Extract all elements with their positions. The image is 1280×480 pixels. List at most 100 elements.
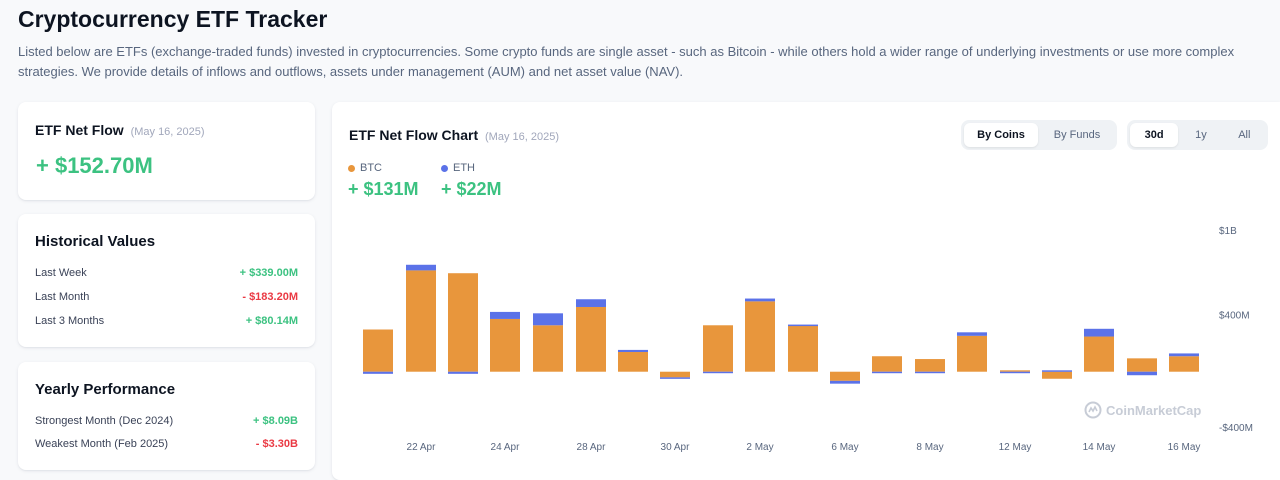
bar-eth[interactable] xyxy=(490,311,520,319)
x-tick-label: 12 May xyxy=(999,442,1032,453)
bar-btc[interactable] xyxy=(1084,336,1114,372)
bar-btc[interactable] xyxy=(406,270,436,372)
view-toggle: By Coins By Funds xyxy=(961,120,1117,150)
bar-eth[interactable] xyxy=(872,371,902,374)
bar-btc[interactable] xyxy=(703,325,733,372)
yearly-row: Weakest Month (Feb 2025) - $3.30B xyxy=(35,438,298,450)
bar-btc[interactable] xyxy=(448,273,478,372)
chart-title: ETF Net Flow Chart (May 16, 2025) xyxy=(349,127,559,143)
bar-btc[interactable] xyxy=(618,352,648,372)
historical-row-value: + $339.00M xyxy=(239,267,298,279)
chart-date: (May 16, 2025) xyxy=(485,131,559,143)
x-tick-label: 28 Apr xyxy=(577,442,607,453)
net-flow-date: (May 16, 2025) xyxy=(130,126,205,138)
bar-eth[interactable] xyxy=(745,298,775,302)
bar-eth[interactable] xyxy=(406,264,436,271)
historical-row: Last 3 Months + $80.14M xyxy=(35,315,298,327)
bar-btc[interactable] xyxy=(533,325,563,372)
bar-eth[interactable] xyxy=(1127,371,1157,376)
range-all-button[interactable]: All xyxy=(1238,129,1251,141)
x-tick-label: 24 Apr xyxy=(491,442,521,453)
legend-btc-value: + $131M xyxy=(348,179,419,199)
bar-btc[interactable] xyxy=(788,325,818,372)
bar-btc[interactable] xyxy=(1169,356,1199,372)
coinmarketcap-watermark: CoinMarketCap xyxy=(1084,401,1201,419)
bar-eth[interactable] xyxy=(533,313,563,326)
historical-row: Last Week + $339.00M xyxy=(35,267,298,279)
bar-eth[interactable] xyxy=(830,380,860,384)
bar-eth[interactable] xyxy=(788,324,818,327)
bar-btc[interactable] xyxy=(1000,370,1030,372)
x-tick-label: 22 Apr xyxy=(407,442,437,453)
historical-row-label: Last 3 Months xyxy=(35,315,105,327)
legend-eth-value: + $22M xyxy=(441,179,502,199)
yearly-row-label: Weakest Month (Feb 2025) xyxy=(35,438,169,450)
watermark-text: CoinMarketCap xyxy=(1106,402,1202,418)
bar-btc[interactable] xyxy=(745,301,775,372)
yearly-row-value: - $3.30B xyxy=(255,438,298,450)
bar-eth[interactable] xyxy=(915,371,945,374)
bar-btc[interactable] xyxy=(660,371,690,378)
historical-values-card: Historical Values Last Week + $339.00M Las… xyxy=(18,214,315,347)
bar-eth[interactable] xyxy=(448,371,478,374)
net-flow-title-text: ETF Net Flow xyxy=(35,122,124,138)
x-tick-label: 30 Apr xyxy=(661,442,691,453)
historical-row: Last Month - $183.20M xyxy=(35,291,298,303)
y-tick-label: -$400M xyxy=(1219,423,1253,434)
y-tick-label: $400M xyxy=(1219,310,1250,321)
range-1y-button[interactable]: 1y xyxy=(1195,129,1207,141)
historical-row-value: - $183.20M xyxy=(242,291,298,303)
bar-eth[interactable] xyxy=(1000,371,1030,374)
bar-eth[interactable] xyxy=(576,299,606,307)
coinmarketcap-logo-icon xyxy=(1084,401,1102,419)
net-flow-bar-chart: $1B $400M -$400M 22 Apr 24 Apr 28 Apr 30 Apr 2 … xyxy=(363,226,1253,453)
yearly-row-value: + $8.09B xyxy=(253,415,298,427)
yearly-row: Strongest Month (Dec 2024) + $8.09B xyxy=(35,415,298,427)
bar-eth[interactable] xyxy=(660,377,690,379)
etf-net-flow-card: ETF Net Flow (May 16, 2025) + $152.70M xyxy=(18,102,315,200)
net-flow-value: + $152.70M xyxy=(36,153,153,178)
historical-row-value: + $80.14M xyxy=(245,315,298,327)
bar-btc[interactable] xyxy=(872,356,902,372)
legend-eth-label: ETH xyxy=(453,162,475,174)
bar-btc[interactable] xyxy=(490,318,520,372)
bar-btc[interactable] xyxy=(957,335,987,372)
page-description: Listed below are ETFs (exchange-traded f… xyxy=(18,44,1235,79)
bar-btc[interactable] xyxy=(1042,371,1072,379)
bar-btc[interactable] xyxy=(915,359,945,372)
bar-eth[interactable] xyxy=(957,332,987,336)
by-funds-button[interactable]: By Funds xyxy=(1053,129,1101,141)
historical-row-label: Last Week xyxy=(35,267,87,279)
bar-btc[interactable] xyxy=(830,371,860,381)
yearly-performance-card: Yearly Performance Strongest Month (Dec … xyxy=(18,362,315,470)
etf-net-flow-chart-card: ETF Net Flow Chart (May 16, 2025) By Coi… xyxy=(332,102,1280,480)
yearly-row-label: Strongest Month (Dec 2024) xyxy=(35,415,174,427)
legend-eth-dot xyxy=(441,164,448,172)
yearly-title: Yearly Performance xyxy=(35,381,176,398)
chart-title-text: ETF Net Flow Chart xyxy=(349,127,479,143)
bar-eth[interactable] xyxy=(1042,370,1072,372)
page-title: Cryptocurrency ETF Tracker xyxy=(18,6,328,32)
legend-btc-dot xyxy=(348,164,355,172)
bar-eth[interactable] xyxy=(618,349,648,353)
bar-btc[interactable] xyxy=(1127,358,1157,372)
legend-btc-label: BTC xyxy=(360,162,382,174)
x-tick-label: 2 May xyxy=(746,442,773,453)
y-tick-label: $1B xyxy=(1219,226,1237,237)
x-tick-label: 16 May xyxy=(1168,442,1201,453)
range-30d-button[interactable]: 30d xyxy=(1130,123,1179,147)
bar-btc[interactable] xyxy=(576,306,606,372)
by-coins-button[interactable]: By Coins xyxy=(964,123,1038,147)
bar-eth[interactable] xyxy=(1169,353,1199,357)
x-tick-label: 8 May xyxy=(916,442,943,453)
x-tick-label: 14 May xyxy=(1083,442,1116,453)
bar-btc[interactable] xyxy=(363,329,393,372)
range-toggle: 30d 1y All xyxy=(1127,120,1268,150)
legend-eth[interactable]: ETH xyxy=(441,162,475,174)
historical-title: Historical Values xyxy=(35,233,156,250)
historical-row-label: Last Month xyxy=(35,291,90,303)
legend-btc[interactable]: BTC xyxy=(348,162,382,174)
bar-eth[interactable] xyxy=(703,371,733,374)
bar-eth[interactable] xyxy=(1084,328,1114,337)
bar-eth[interactable] xyxy=(363,371,393,374)
